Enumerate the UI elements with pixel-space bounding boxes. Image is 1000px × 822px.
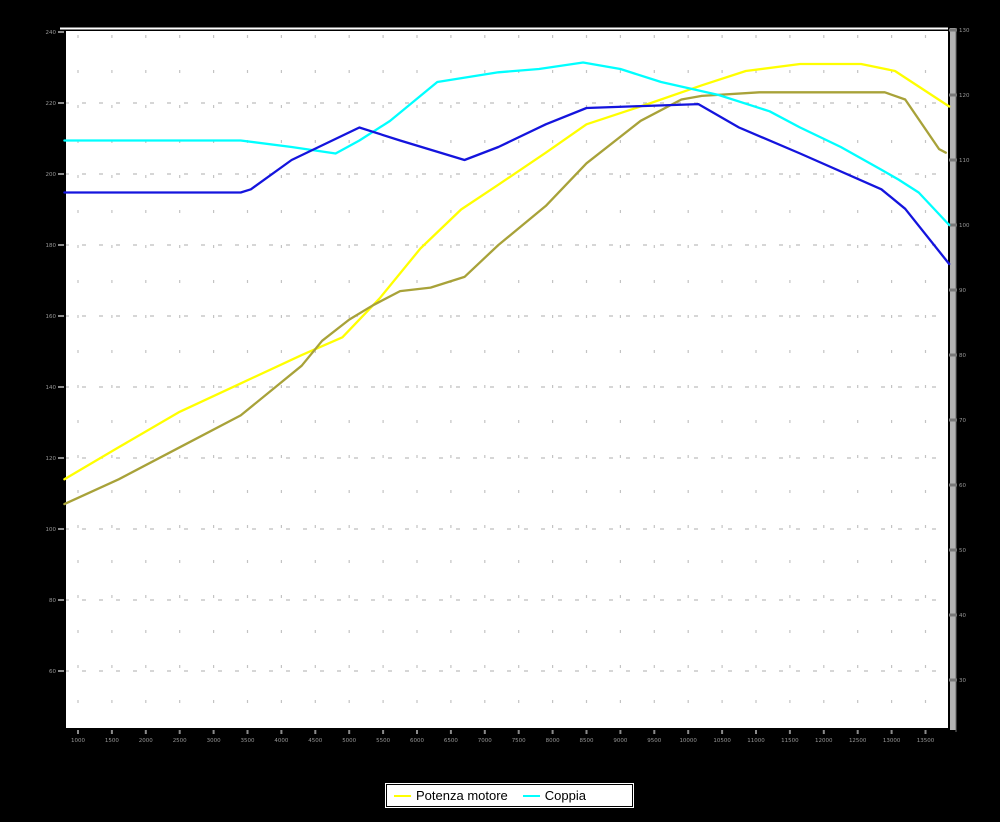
legend-item-potenza-motore: Potenza motore xyxy=(394,789,508,802)
x-tick-label: 4500 xyxy=(308,738,322,744)
right-tick xyxy=(949,418,957,422)
right-tick-label: 30 xyxy=(959,678,966,684)
x-tick-label: 7500 xyxy=(512,738,526,744)
right-tick xyxy=(949,353,957,357)
x-tick-label: 1500 xyxy=(105,738,119,744)
left-tick-label: 240 xyxy=(46,30,57,36)
right-tick-label: 120 xyxy=(959,93,970,99)
right-tick xyxy=(949,678,957,682)
x-tick-label: 9500 xyxy=(647,738,661,744)
x-tick-label: 12000 xyxy=(815,738,833,744)
x-tick-label: 11000 xyxy=(747,738,765,744)
x-tick-label: 5500 xyxy=(376,738,390,744)
left-tick-label: 100 xyxy=(46,527,57,533)
x-tick-label: 3500 xyxy=(241,738,255,744)
right-tick xyxy=(949,158,957,162)
left-tick-label: 80 xyxy=(49,598,56,604)
x-tick-label: 1000 xyxy=(71,738,85,744)
x-tick-label: 6500 xyxy=(444,738,458,744)
left-tick-label: 120 xyxy=(46,456,57,462)
right-tick-label: 90 xyxy=(959,288,966,294)
left-tick-label: 160 xyxy=(46,314,57,320)
chart-legend: Potenza motore Coppia xyxy=(386,784,633,807)
x-tick-label: 9000 xyxy=(613,738,627,744)
legend-label-potenza-motore: Potenza motore xyxy=(416,788,508,803)
x-tick-label: 2500 xyxy=(173,738,187,744)
x-tick-label: 6000 xyxy=(410,738,424,744)
right-tick-label: 70 xyxy=(959,418,966,424)
right-tick xyxy=(949,483,957,487)
right-tick-label: 80 xyxy=(959,353,966,359)
series-coppia-run-2-line xyxy=(63,102,951,266)
right-tick-label: 130 xyxy=(959,28,970,34)
series-coppia-run-1-line xyxy=(63,61,951,227)
series-potenza-run-1-line xyxy=(63,62,951,481)
legend-label-coppia: Coppia xyxy=(544,788,586,803)
x-tick-label: 8500 xyxy=(580,738,594,744)
right-tick xyxy=(949,288,957,292)
x-tick-label: 5000 xyxy=(342,738,356,744)
left-tick-label: 60 xyxy=(49,669,56,675)
x-tick-label: 11500 xyxy=(781,738,799,744)
x-tick-label: 4000 xyxy=(274,738,288,744)
legend-line-sample-cyan-icon xyxy=(522,794,540,797)
right-tick xyxy=(949,613,957,617)
x-tick-label: 10500 xyxy=(713,738,731,744)
right-tick xyxy=(949,223,957,227)
x-tick-label: 13000 xyxy=(883,738,901,744)
legend-line-sample-yellow-icon xyxy=(394,794,411,797)
left-tick-label: 220 xyxy=(46,101,57,107)
right-tick-label: 50 xyxy=(959,548,966,554)
x-tick-label: 13500 xyxy=(917,738,935,744)
plot-area xyxy=(65,31,948,729)
right-tick xyxy=(949,93,957,97)
x-tick-label: 10000 xyxy=(679,738,697,744)
x-tick-label: 3000 xyxy=(207,738,221,744)
dyno-chart: 240 220 200 180 160 140 120 100 80 60 130 120 110 100… xyxy=(46,27,970,744)
x-tick-label: 2000 xyxy=(139,738,153,744)
series-potenza-run-2-line xyxy=(63,91,947,506)
x-tick-label: 12500 xyxy=(849,738,867,744)
right-tick xyxy=(949,548,957,552)
left-tick-label: 180 xyxy=(46,243,57,249)
right-tick-label: 40 xyxy=(959,613,966,619)
right-tick xyxy=(949,28,957,32)
right-tick-label: 100 xyxy=(959,223,970,229)
left-tick-label: 140 xyxy=(46,385,57,391)
x-tick-label: 8000 xyxy=(546,738,560,744)
right-tick-label: 110 xyxy=(959,158,970,164)
legend-item-coppia: Coppia xyxy=(522,788,586,803)
left-tick-label: 200 xyxy=(46,172,57,178)
x-tick-label: 7000 xyxy=(478,738,492,744)
right-tick-label: 60 xyxy=(959,483,966,489)
right-axis-bar xyxy=(950,28,956,730)
